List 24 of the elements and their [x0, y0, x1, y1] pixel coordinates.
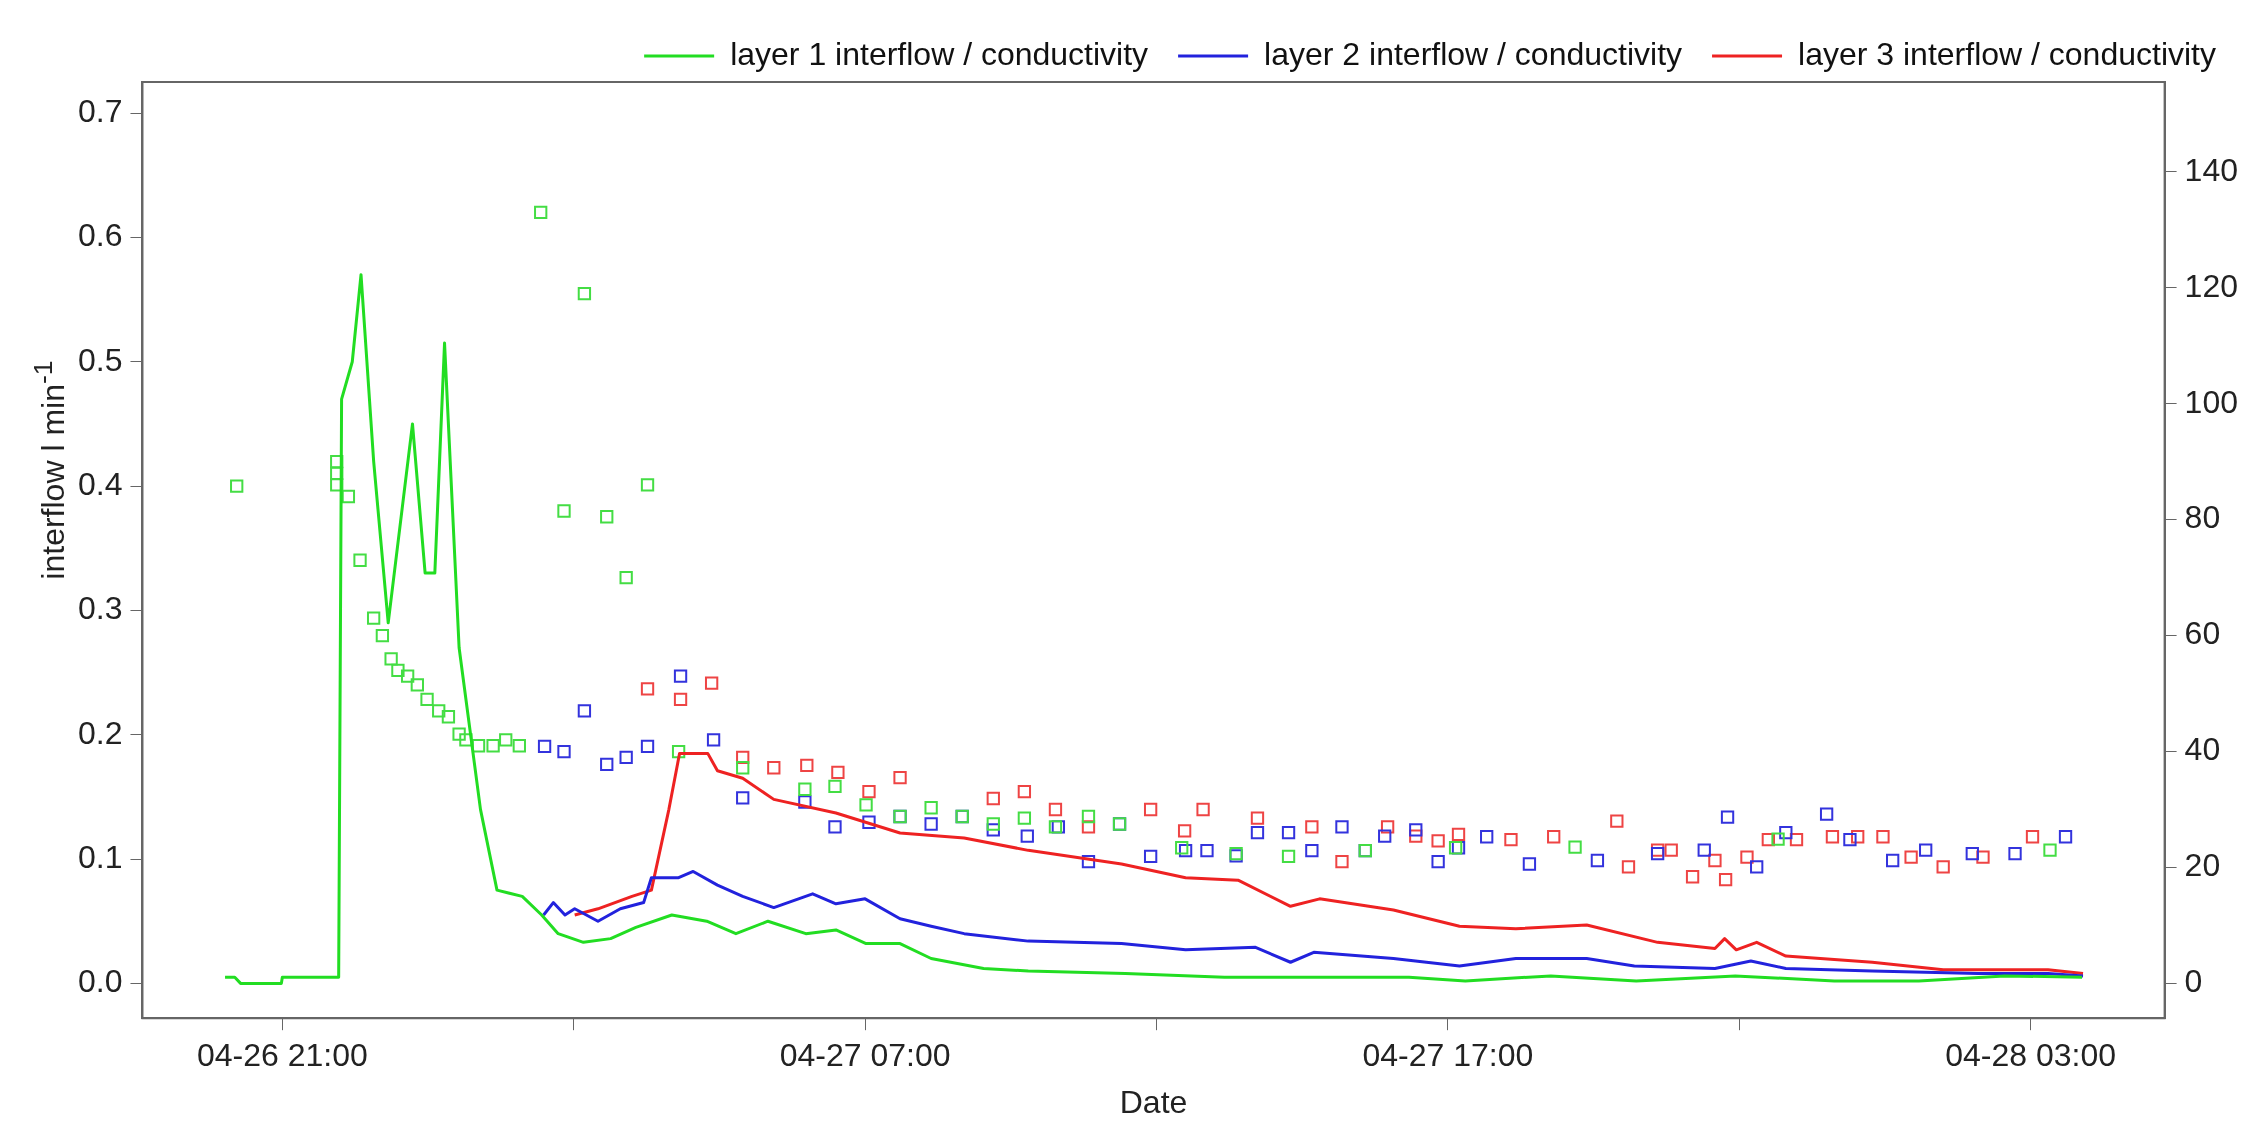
y2-tick-label: 20 [2184, 847, 2221, 884]
y-tick-label: 0.7 [78, 92, 123, 129]
y-tick-label: 0.5 [78, 341, 123, 378]
y-tick-label: 0.4 [78, 465, 123, 502]
y-tick-label: 0.3 [78, 590, 123, 627]
y2-tick-label: 100 [2184, 383, 2238, 420]
x-tick-label: 04-26 21:00 [196, 1037, 368, 1074]
x-axis-title: Date [1119, 1083, 1188, 1120]
legend-label: layer 3 interflow / conductivity [1798, 35, 2216, 72]
y-tick-label: 0.0 [78, 963, 123, 1000]
x-tick-label: 04-27 07:00 [779, 1037, 951, 1074]
legend-label: layer 1 interflow / conductivity [730, 35, 1149, 72]
y2-tick-label: 60 [2184, 615, 2221, 652]
x-tick-label: 04-27 17:00 [1362, 1037, 1534, 1074]
legend-label: layer 2 interflow / conductivity [1264, 35, 1683, 72]
y-tick-label: 0.1 [78, 838, 123, 875]
y2-tick-label: 80 [2184, 499, 2221, 536]
y2-tick-label: 140 [2184, 151, 2238, 188]
y2-tick-label: 0 [2184, 963, 2203, 1000]
x-tick-label: 04-28 03:00 [1945, 1037, 2116, 1074]
y2-tick-label: 120 [2184, 267, 2238, 304]
y-tick-label: 0.2 [78, 714, 123, 751]
y-tick-label: 0.6 [78, 217, 123, 254]
y2-tick-label: 40 [2184, 731, 2221, 768]
